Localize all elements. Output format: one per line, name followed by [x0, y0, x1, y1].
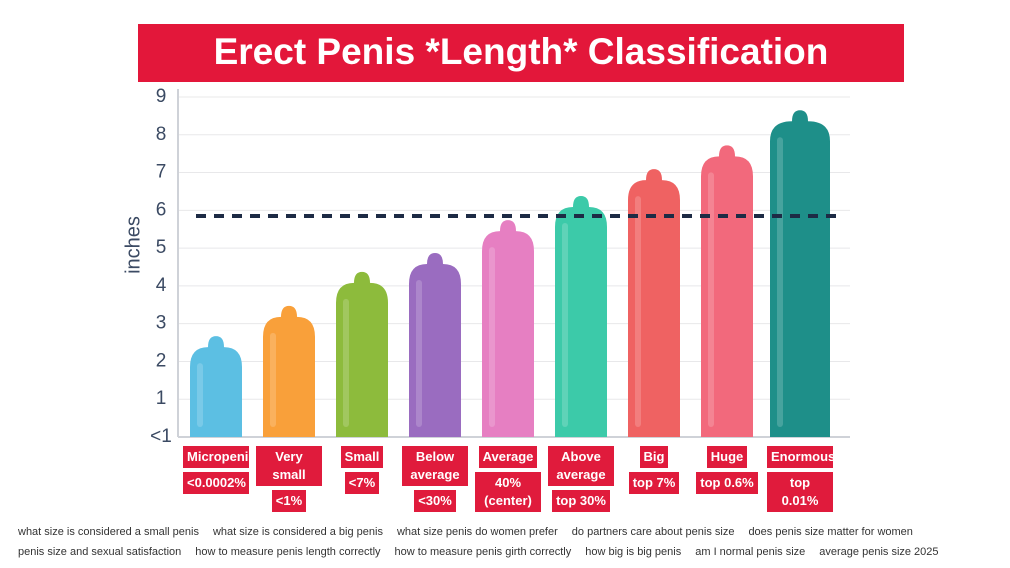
- y-tick-label: 7: [156, 162, 167, 183]
- bar-highlight: [489, 247, 495, 427]
- keyword: do partners care about penis size: [571, 526, 735, 538]
- keyword: how to measure penis length correctly: [195, 546, 381, 558]
- category-label: Above average: [548, 446, 614, 486]
- bar: [263, 305, 315, 437]
- category-label-group: Micropenis <0.0002%: [183, 446, 256, 494]
- category-label: Enormous: [767, 446, 835, 468]
- category-label-group: Very small <1%: [256, 446, 322, 512]
- keyword: average penis size 2025: [819, 546, 939, 558]
- y-tick-label: 1: [156, 388, 167, 409]
- share-label: 40% (center): [475, 472, 541, 512]
- bar: [770, 110, 830, 437]
- bar-highlight: [562, 222, 568, 427]
- keyword: am I normal penis size: [695, 546, 806, 558]
- category-label-group: Small <7%: [329, 446, 395, 494]
- category-label-group: Big top 7%: [621, 446, 687, 494]
- share-label: <0.0002%: [183, 472, 249, 494]
- category-label-group: Above average top 30%: [548, 446, 614, 512]
- category-label: Big: [639, 446, 669, 468]
- category-label-group: Average 40% (center): [475, 446, 541, 512]
- share-label: <1%: [271, 490, 307, 512]
- keyword: does penis size matter for women: [748, 526, 913, 538]
- y-tick-label: 4: [156, 275, 167, 296]
- y-tick-label: 5: [156, 237, 167, 258]
- y-tick-label: 3: [156, 313, 167, 334]
- y-axis-label: inches: [122, 216, 144, 274]
- category-label-group: Enormous top 0.01%: [767, 446, 835, 512]
- category-label: Small: [340, 446, 384, 468]
- bar: [190, 336, 242, 437]
- keyword: what size is considered a small penis: [18, 526, 199, 538]
- chart-title: Erect Penis *Length* Classification: [214, 31, 829, 72]
- bar-highlight: [416, 280, 422, 427]
- share-label: <7%: [344, 472, 380, 494]
- keyword-row: what size is considered a small penis wha…: [18, 526, 913, 538]
- y-tick-label: <1: [150, 426, 172, 447]
- share-label: top 7%: [628, 472, 680, 494]
- bar: [628, 169, 680, 437]
- bar-highlight: [708, 172, 714, 427]
- category-label: Very small: [256, 446, 322, 486]
- bar: [409, 253, 461, 437]
- keyword: what size penis do women prefer: [396, 526, 558, 538]
- share-label: <30%: [414, 490, 456, 512]
- bar: [701, 145, 753, 437]
- share-label: top 0.01%: [767, 472, 833, 512]
- keyword: how to measure penis girth correctly: [394, 546, 572, 558]
- category-label-group: Huge top 0.6%: [694, 446, 760, 494]
- y-tick-label: 9: [156, 86, 167, 107]
- bar: [482, 220, 534, 437]
- y-tick-label: 6: [156, 199, 167, 220]
- bar: [555, 195, 607, 437]
- keyword: how big is big penis: [585, 546, 682, 558]
- y-tick-label: 8: [156, 124, 167, 145]
- category-label: Below average: [402, 446, 468, 486]
- bar-highlight: [777, 137, 783, 427]
- category-label: Huge: [706, 446, 748, 468]
- category-label: Micropenis: [183, 446, 256, 468]
- keyword: what size is considered a big penis: [212, 526, 383, 538]
- share-label: top 30%: [552, 490, 610, 512]
- share-label: top 0.6%: [696, 472, 758, 494]
- keyword-row: penis size and sexual satisfaction how to…: [18, 546, 939, 558]
- bar-highlight: [343, 298, 349, 427]
- y-tick-label: 2: [156, 350, 167, 371]
- category-label: Average: [478, 446, 538, 468]
- bar-highlight: [635, 196, 641, 427]
- bar-highlight: [197, 363, 203, 427]
- title-banner: [138, 24, 904, 82]
- bar: [336, 271, 388, 437]
- keyword: penis size and sexual satisfaction: [18, 546, 182, 558]
- bar-highlight: [270, 332, 276, 427]
- category-label-group: Below average <30%: [402, 446, 468, 512]
